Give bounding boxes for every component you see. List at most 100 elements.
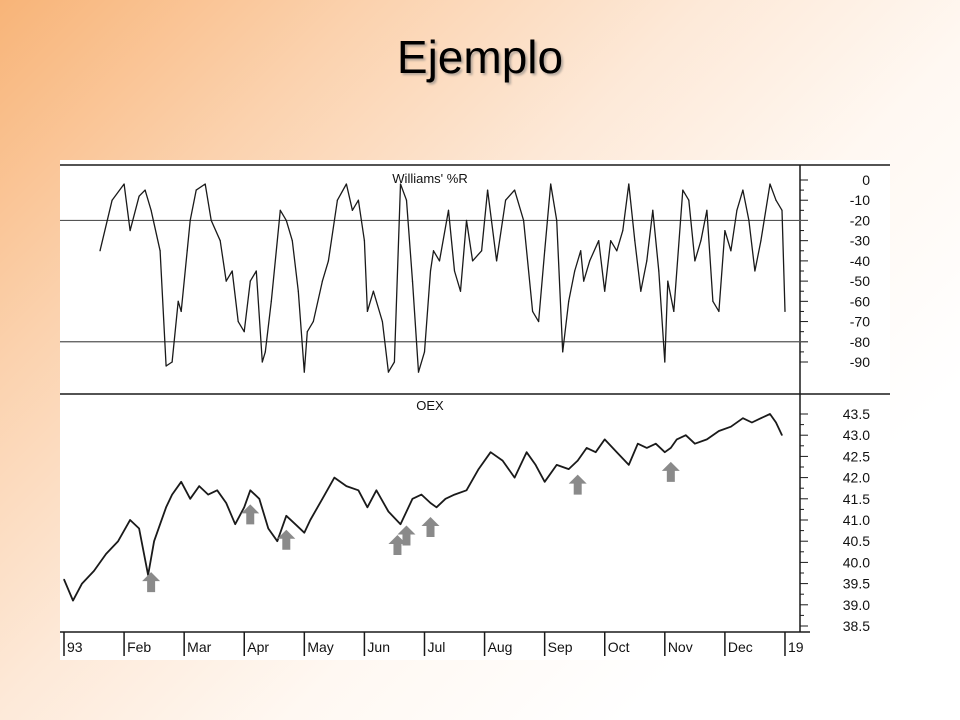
oex-data-point <box>159 523 161 525</box>
wr-data-point <box>429 270 432 272</box>
wr-data-point <box>634 240 636 242</box>
y-tick-label: 42.5 <box>843 448 870 464</box>
oex-data-point <box>117 540 119 542</box>
wr-data-point <box>129 229 131 232</box>
y-tick-label: 41.5 <box>843 491 870 507</box>
oex-data-point <box>285 515 287 517</box>
wr-data-point <box>514 189 516 191</box>
wr-data-point <box>610 240 612 242</box>
wr-data-point <box>255 270 257 272</box>
wr-data-point <box>249 280 251 282</box>
oex-data-point <box>742 417 744 419</box>
y-tick-label: -50 <box>850 273 870 289</box>
y-tick-label: -70 <box>850 314 870 330</box>
x-month-label: 19 <box>788 639 804 655</box>
oex-data-point <box>72 599 74 602</box>
wr-data-point <box>336 199 338 201</box>
buy-signal-arrow-icon <box>568 474 587 495</box>
y-tick-label: -80 <box>850 334 870 350</box>
oex-data-point <box>465 489 468 491</box>
wr-data-point <box>219 240 221 242</box>
oex-data-point <box>604 438 606 441</box>
y-tick-label: 0 <box>862 172 870 188</box>
x-month-label: Mar <box>187 639 211 655</box>
wr-data-point <box>486 189 489 191</box>
wr-panel-title: Williams' %R <box>392 171 467 186</box>
oex-data-point <box>664 451 666 453</box>
oex-data-point <box>577 460 579 462</box>
chart-area: Williams' %R 0 -10 -20 -30 -40 -50 -60 -70 -80 -90… <box>60 160 890 660</box>
oex-data-point <box>234 523 236 525</box>
wr-data-point <box>748 219 750 222</box>
oex-data-point <box>595 451 597 453</box>
wr-data-point <box>694 260 696 262</box>
wr-data-point <box>99 250 101 252</box>
wr-data-point <box>411 280 414 282</box>
y-tick-label: -60 <box>850 293 870 309</box>
wr-data-point <box>682 189 684 191</box>
wr-data-point <box>306 331 308 333</box>
wr-data-point <box>664 361 666 363</box>
y-tick-label: -30 <box>850 233 870 249</box>
wr-data-point <box>177 300 179 302</box>
wr-data-point <box>195 189 197 191</box>
wr-data-point <box>538 320 540 323</box>
x-month-label: Feb <box>127 639 151 655</box>
oex-data-point <box>685 434 687 436</box>
buy-signal-arrow-icon <box>241 504 260 525</box>
oex-data-point <box>751 421 753 424</box>
wr-data-point <box>393 361 396 363</box>
x-month-label: 93 <box>67 639 83 655</box>
x-month-label: Nov <box>668 639 693 655</box>
x-month-label: Aug <box>488 639 513 655</box>
wr-data-point <box>667 280 669 282</box>
wr-data-point <box>405 199 408 201</box>
y-tick-label: 42.0 <box>843 470 870 486</box>
oex-data-point <box>180 481 182 483</box>
wr-data-point <box>550 183 552 185</box>
oex-data-point <box>294 523 296 525</box>
oex-data-point <box>556 464 558 466</box>
wr-data-point <box>372 290 375 292</box>
oex-data-point <box>93 570 95 572</box>
y-tick-label: -40 <box>850 253 870 269</box>
wr-data-point <box>363 240 366 242</box>
wr-data-point <box>303 371 305 373</box>
oex-data-point <box>375 489 378 491</box>
wr-data-point <box>138 195 140 197</box>
oex-data-point <box>411 498 414 500</box>
wr-data-point <box>769 183 771 185</box>
oex-data-point <box>760 417 762 419</box>
x-month-label: Apr <box>247 639 269 655</box>
oex-data-point <box>276 540 278 542</box>
wr-data-point <box>706 209 708 211</box>
wr-data-point <box>264 351 266 353</box>
wr-data-point <box>616 250 618 252</box>
y-tick-label: 43.5 <box>843 406 870 422</box>
wr-data-point <box>381 320 384 323</box>
wr-data-point <box>165 365 167 367</box>
wr-data-point <box>321 280 323 282</box>
oex-data-point <box>526 451 528 453</box>
y-tick-label: 43.0 <box>843 427 870 443</box>
oex-panel-title: OEX <box>416 398 444 413</box>
oex-data-point <box>387 510 390 513</box>
wr-data-point <box>562 351 564 353</box>
wr-data-point <box>261 361 263 363</box>
wr-data-point <box>754 270 756 272</box>
buy-signal-arrow-icon <box>661 461 680 482</box>
wr-data-point <box>736 209 738 211</box>
wr-data-point <box>180 310 182 313</box>
oex-data-point <box>129 519 131 521</box>
wr-data-point <box>351 209 353 211</box>
wr-data-point <box>123 183 125 185</box>
wr-data-point <box>628 183 630 185</box>
wr-data-point <box>237 320 239 323</box>
x-month-label: Sep <box>548 639 573 655</box>
oex-data-point <box>775 421 777 424</box>
oex-data-point <box>258 498 260 500</box>
oex-data-point <box>243 506 245 508</box>
oex-data-point <box>366 506 369 508</box>
wr-data-point <box>712 300 714 302</box>
oex-data-point <box>646 447 648 449</box>
